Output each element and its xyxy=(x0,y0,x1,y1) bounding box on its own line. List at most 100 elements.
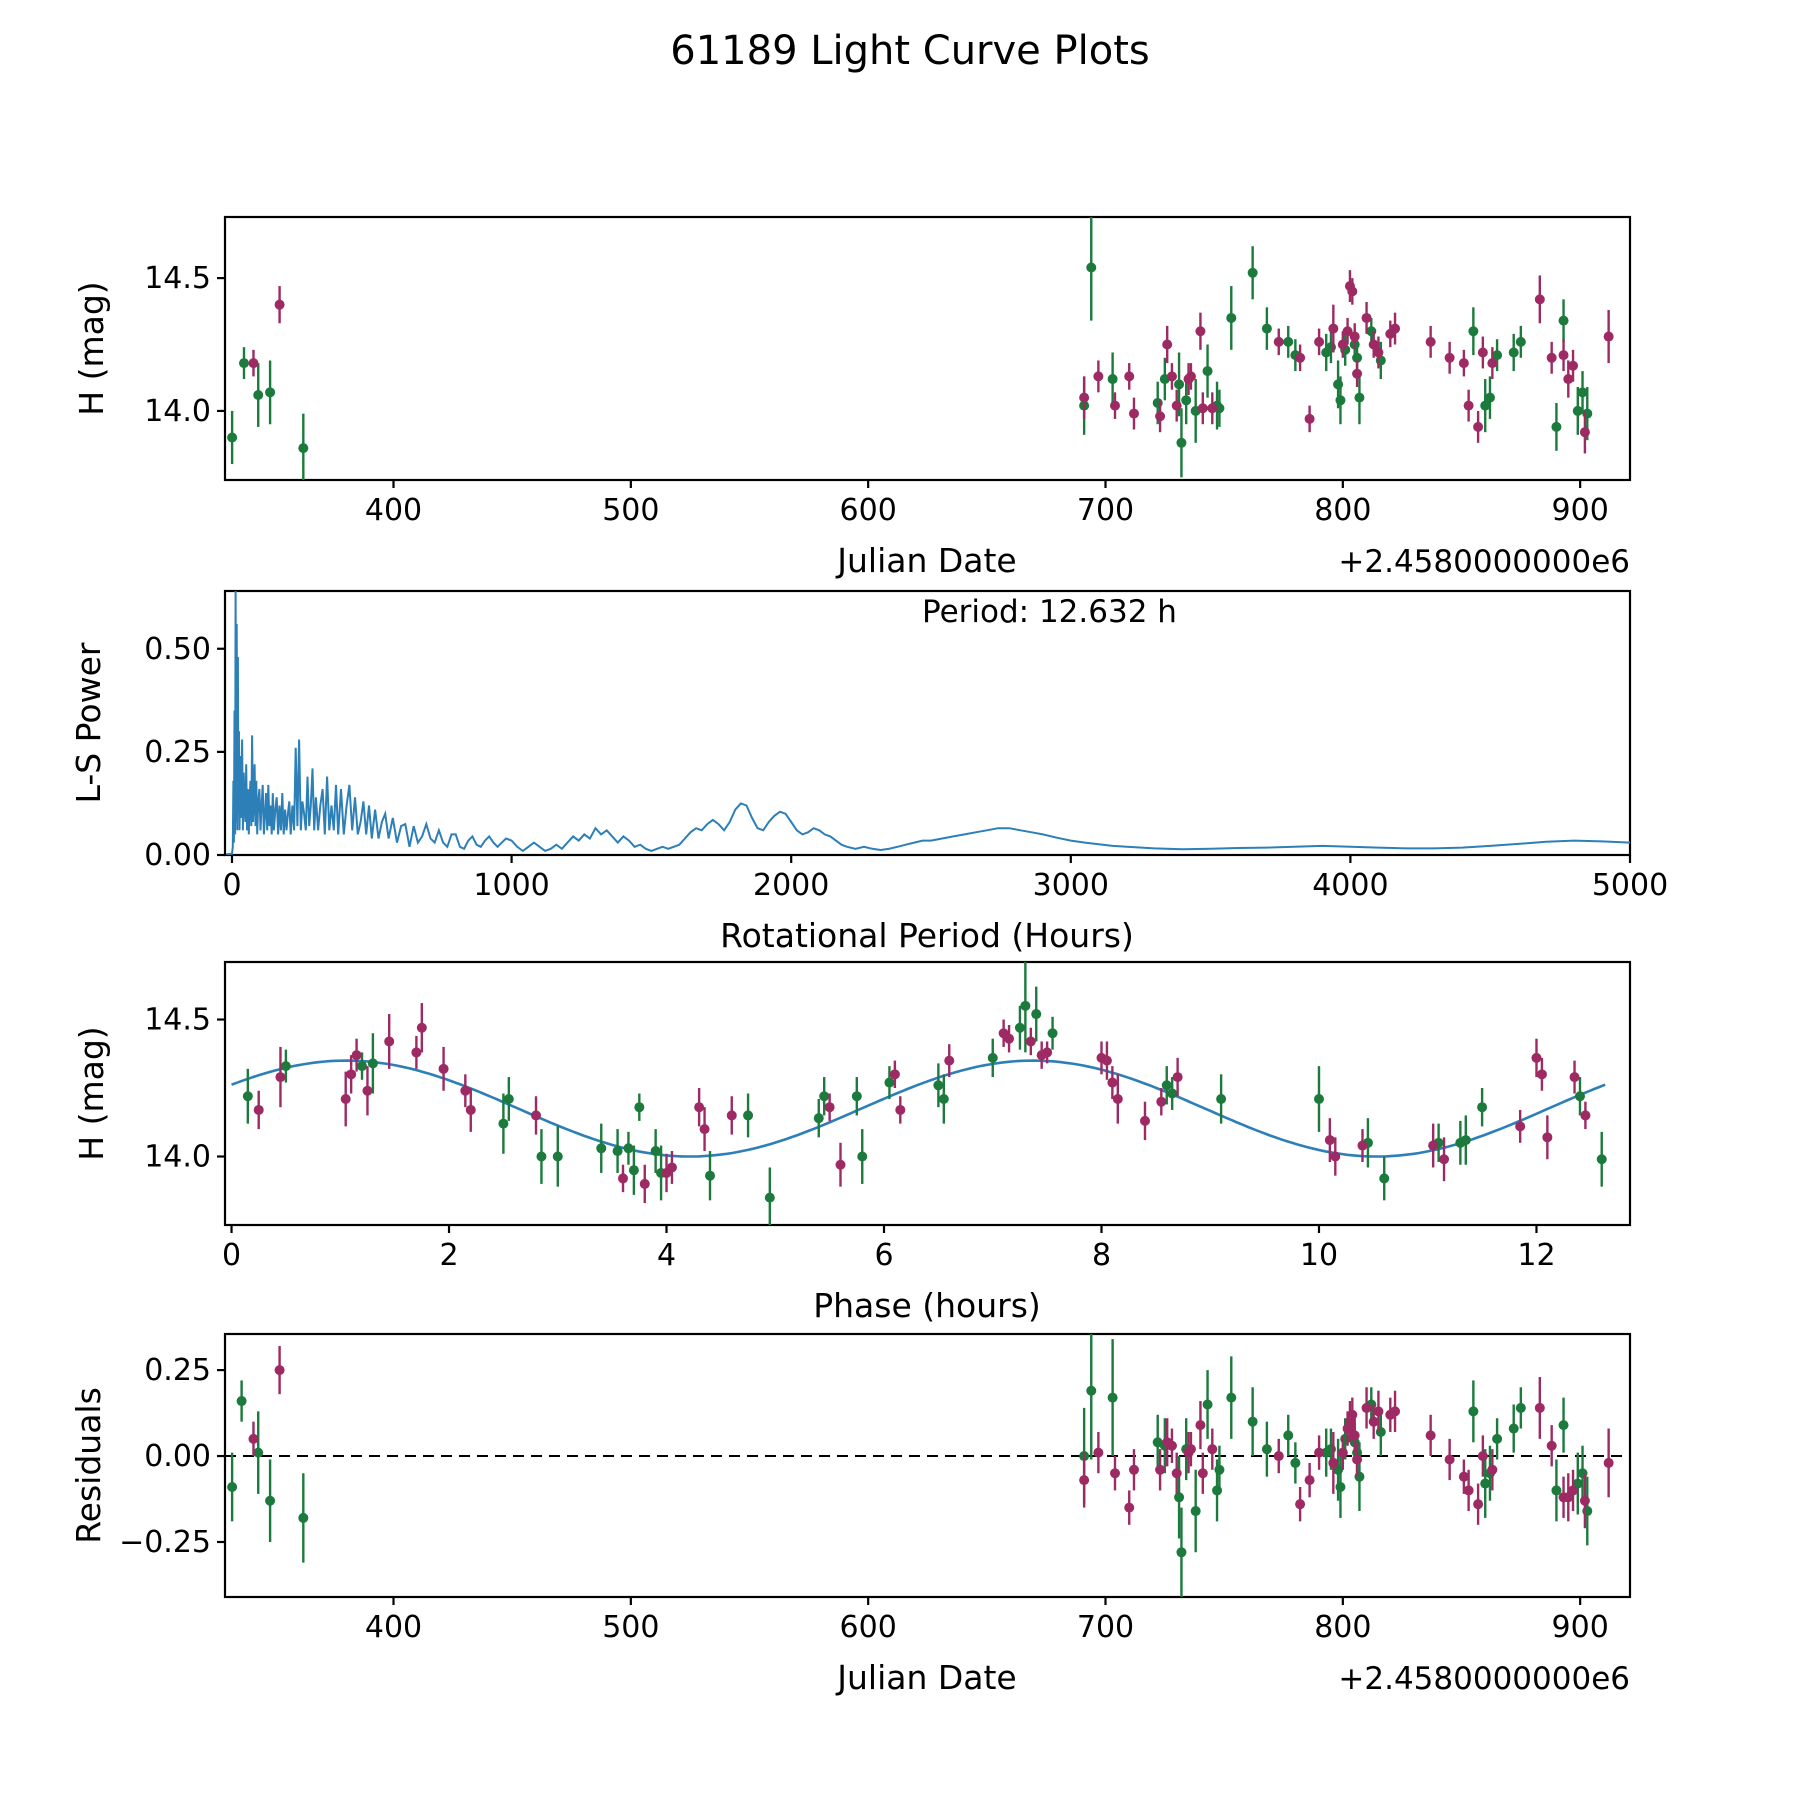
data-point xyxy=(666,1162,677,1173)
y-axis-label-h-mag-phase: H (mag) xyxy=(72,1026,111,1160)
panel-periodogram: 0 1000 2000 3000 4000 5000 0.00 0.25 0.50 Period… xyxy=(69,589,1668,955)
data-point xyxy=(1492,350,1503,361)
data-point xyxy=(1347,286,1358,297)
sinusoid-fit-line xyxy=(231,1059,1606,1158)
data-point xyxy=(1197,1468,1208,1479)
data-point xyxy=(1603,1457,1614,1468)
data-point xyxy=(1086,1385,1097,1396)
data-point xyxy=(1390,1406,1401,1417)
data-point xyxy=(274,299,285,310)
data-point xyxy=(1361,312,1372,323)
data-point xyxy=(265,1495,276,1506)
data-point xyxy=(1166,371,1177,382)
y-tick-label: 14.5 xyxy=(144,261,211,296)
data-point xyxy=(1546,1440,1557,1451)
data-point xyxy=(938,1093,949,1104)
data-point xyxy=(1202,1399,1213,1410)
data-point xyxy=(1352,352,1363,363)
data-point xyxy=(1004,1033,1015,1044)
data-point xyxy=(1558,350,1569,361)
data-point xyxy=(889,1069,900,1080)
data-point xyxy=(1112,1093,1123,1104)
data-point xyxy=(1487,358,1498,369)
data-point xyxy=(351,1050,362,1061)
data-point xyxy=(623,1143,634,1154)
data-point xyxy=(1197,403,1208,414)
data-point xyxy=(933,1080,944,1091)
data-point xyxy=(650,1146,661,1157)
data-point xyxy=(1536,1069,1547,1080)
data-point xyxy=(1480,400,1491,411)
data-point xyxy=(1107,374,1118,385)
data-point xyxy=(895,1104,906,1115)
data-point xyxy=(1563,374,1574,385)
data-point xyxy=(1283,1430,1294,1441)
data-point xyxy=(1349,1430,1360,1441)
data-point xyxy=(1335,1481,1346,1492)
y-tick-label: 0.00 xyxy=(144,1439,211,1474)
data-point xyxy=(460,1085,471,1096)
data-point xyxy=(1174,1492,1185,1503)
y-tick-label: 14.0 xyxy=(144,394,211,429)
data-point xyxy=(944,1055,955,1066)
x-axis-label-julian-date-bottom: Julian Date xyxy=(835,1658,1017,1697)
series-purple-photometry xyxy=(253,1003,1591,1204)
data-point xyxy=(253,1447,264,1458)
data-point xyxy=(1568,1485,1579,1496)
data-point xyxy=(1460,1135,1471,1146)
data-point xyxy=(1379,1173,1390,1184)
data-point xyxy=(1477,1102,1488,1113)
data-point xyxy=(1328,1457,1339,1468)
data-point xyxy=(1185,371,1196,382)
x-tick-label: 0 xyxy=(222,1238,241,1273)
panel-residuals: 400 500 600 700 800 900 −0.25 0.00 0.25 Residual… xyxy=(69,1332,1632,1697)
data-point xyxy=(1313,1093,1324,1104)
data-point xyxy=(1579,1495,1590,1506)
axes-border xyxy=(223,960,1632,1227)
data-point xyxy=(1047,1028,1058,1039)
data-point xyxy=(1139,1115,1150,1126)
x-tick-label: 2 xyxy=(439,1238,458,1273)
axis-ticks: 0 1000 2000 3000 4000 5000 0.00 0.25 0.50 xyxy=(144,632,1668,903)
x-tick-label: 2000 xyxy=(753,868,829,903)
data-point xyxy=(1463,1485,1474,1496)
data-point xyxy=(1172,1072,1183,1083)
jd-magnitude-plot-content: 400 500 600 700 800 900 14.0 14.5 xyxy=(144,217,1614,528)
series-purple-residuals xyxy=(248,1346,1614,1529)
data-point xyxy=(465,1104,476,1115)
data-point xyxy=(242,1091,253,1102)
data-point xyxy=(531,1110,542,1121)
data-point xyxy=(1473,1499,1484,1510)
data-point xyxy=(612,1146,623,1157)
data-point xyxy=(1487,1464,1498,1475)
data-point xyxy=(1546,352,1557,363)
data-point xyxy=(1295,1499,1306,1510)
data-point xyxy=(265,387,276,398)
data-point xyxy=(1352,1454,1363,1465)
data-point xyxy=(1354,392,1365,403)
data-point xyxy=(1079,392,1090,403)
data-point xyxy=(1596,1154,1607,1165)
data-point xyxy=(1214,1464,1225,1475)
data-point xyxy=(1579,427,1590,438)
data-point xyxy=(498,1118,509,1129)
x-tick-label: 0 xyxy=(222,868,241,903)
data-point xyxy=(1468,1406,1479,1417)
data-point xyxy=(367,1058,378,1069)
data-point xyxy=(1273,336,1284,347)
period-annotation: Period: 12.632 h xyxy=(922,594,1177,630)
data-point xyxy=(1261,323,1272,334)
data-point xyxy=(618,1173,629,1184)
x-tick-label: 400 xyxy=(365,1610,422,1645)
data-point xyxy=(851,1091,862,1102)
data-point xyxy=(416,1022,427,1033)
data-point xyxy=(238,358,249,369)
data-point xyxy=(1508,1423,1519,1434)
data-point xyxy=(1042,1047,1053,1058)
data-point xyxy=(275,1072,286,1083)
data-point xyxy=(298,1512,309,1523)
x-tick-label: 600 xyxy=(840,493,897,528)
data-point xyxy=(1492,1433,1503,1444)
data-point xyxy=(1185,1444,1196,1455)
data-point xyxy=(628,1165,639,1176)
